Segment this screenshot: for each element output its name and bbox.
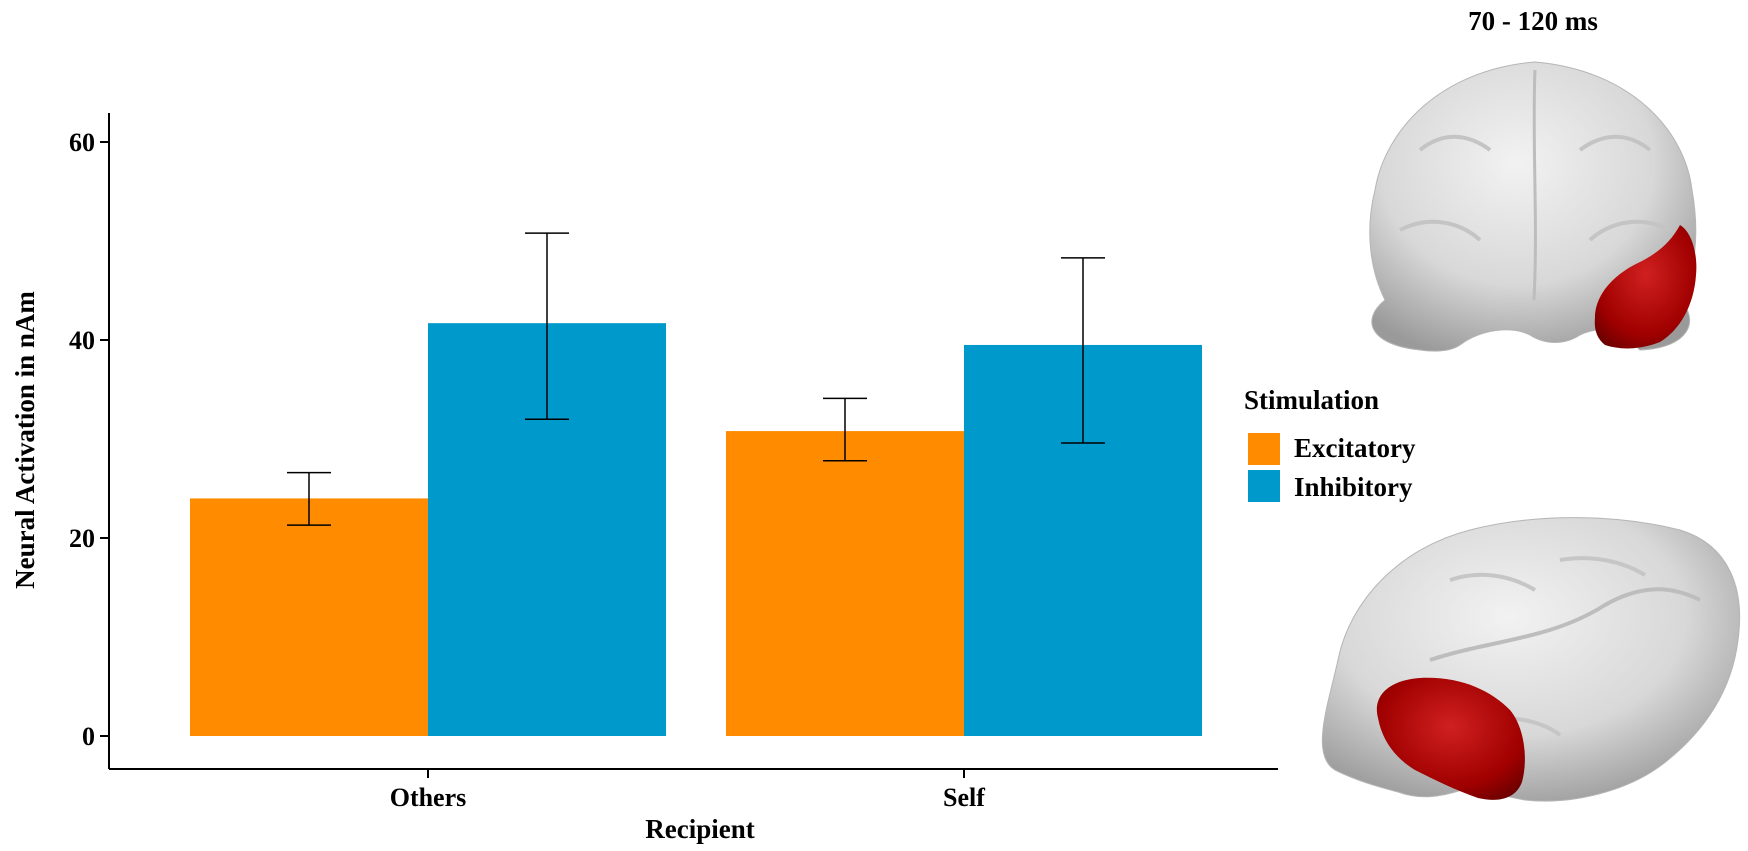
y-ticks: 0 20 40 60 <box>69 128 109 751</box>
bars <box>190 323 1202 736</box>
legend-swatch-inhibitory <box>1248 470 1280 502</box>
brain-lateral-view <box>1321 517 1741 802</box>
brain-panel: 70 - 120 ms <box>1321 6 1741 802</box>
brain-frontal-active-region <box>1594 225 1697 349</box>
x-ticks: Others Self <box>390 769 985 812</box>
legend-title: Stimulation <box>1244 385 1379 415</box>
brain-frontal-gyri <box>1399 134 1671 242</box>
legend-swatch-excitatory <box>1248 433 1280 465</box>
time-window-title: 70 - 120 ms <box>1468 6 1598 36</box>
legend: Stimulation Excitatory Inhibitory <box>1244 385 1416 502</box>
x-tick-label: Self <box>943 783 985 812</box>
x-axis-title: Recipient <box>645 814 754 844</box>
y-tick-label: 60 <box>69 128 95 157</box>
brain-lateral-shape <box>1321 517 1741 802</box>
brain-frontal-view <box>1369 61 1697 352</box>
error-bars <box>287 232 1105 526</box>
legend-label-excitatory: Excitatory <box>1294 433 1416 463</box>
y-tick-label: 40 <box>69 326 95 355</box>
brain-lateral-sulcus <box>1429 587 1701 662</box>
brain-lateral-active-region <box>1376 677 1525 800</box>
axes <box>108 113 1278 770</box>
brain-frontal-fissure <box>1532 69 1537 301</box>
bar-excitatory-others <box>190 498 428 736</box>
y-tick-label: 20 <box>69 524 95 553</box>
x-tick-label: Others <box>390 783 467 812</box>
brain-frontal-shape <box>1369 61 1697 352</box>
y-tick-label: 0 <box>82 722 95 751</box>
legend-label-inhibitory: Inhibitory <box>1294 472 1413 502</box>
y-axis-title: Neural Activation in nAm <box>10 291 40 589</box>
bar-excitatory-self <box>726 431 964 736</box>
